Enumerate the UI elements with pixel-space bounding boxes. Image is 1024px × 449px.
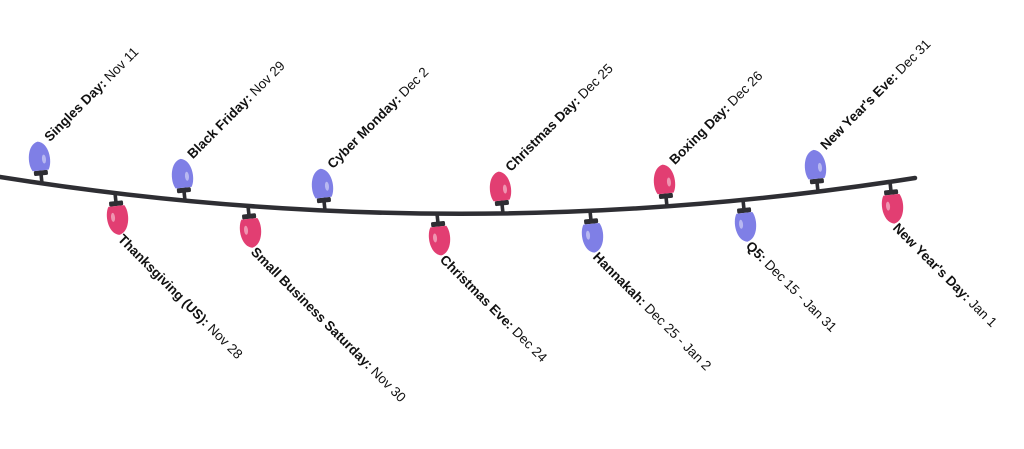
- holiday-label: Boxing Day: Dec 26: [666, 68, 765, 167]
- bulb-highlight: [324, 181, 330, 191]
- light-string-wire: [0, 174, 918, 216]
- bulb-highlight: [243, 225, 249, 235]
- bulb-socket: [884, 189, 899, 196]
- bulb-socket: [494, 199, 509, 207]
- bulb-socket: [737, 207, 752, 214]
- holiday-name: Black Friday:: [184, 91, 255, 162]
- bulb-socket: [584, 218, 599, 225]
- light-bulb-q5: [734, 199, 757, 242]
- bulb-highlight: [738, 219, 744, 229]
- holiday-name: Christmas Day:: [502, 93, 583, 174]
- light-bulb-new-year-s-eve: [804, 149, 827, 192]
- holiday-date: Nov 11: [98, 44, 141, 87]
- holiday-name: Thanksgiving (US):: [115, 231, 213, 329]
- holiday-date: Dec 26: [722, 68, 766, 112]
- bulb-icon: [581, 222, 604, 253]
- bulb-stem: [182, 191, 187, 201]
- bulb-socket: [33, 169, 48, 177]
- bulb-stem: [113, 192, 118, 203]
- holiday-name: New Year's Eve:: [817, 69, 900, 152]
- bulb-highlight: [432, 233, 438, 243]
- light-bulb-thanksgiving-us-: [106, 192, 129, 235]
- bulb-icon: [239, 218, 262, 248]
- holiday-label: Black Friday: Nov 29: [184, 58, 287, 161]
- holiday-date: Jan 1: [964, 293, 1001, 330]
- bulb-stem: [741, 199, 746, 210]
- holiday-name: Christmas Eve:: [437, 252, 517, 332]
- light-bulb-new-year-s-day: [881, 181, 904, 224]
- light-bulb-black-friday: [171, 158, 194, 201]
- bulb-icon: [734, 212, 757, 242]
- holiday-date: Dec 25: [572, 61, 616, 105]
- bulb-highlight: [41, 154, 47, 164]
- bulb-icon: [653, 164, 676, 195]
- bulb-stem: [322, 201, 327, 211]
- holiday-date: Nov 30: [366, 361, 410, 405]
- bulb-highlight: [885, 201, 891, 211]
- bulb-socket: [658, 192, 673, 200]
- bulb-stem: [664, 197, 669, 207]
- bulb-socket: [316, 197, 331, 204]
- light-bulb-hannakah: [581, 210, 604, 253]
- holiday-name: Small Business Saturday:: [248, 244, 376, 372]
- bulb-icon: [28, 141, 51, 172]
- bulb-highlight: [817, 162, 823, 172]
- holiday-label: Thanksgiving (US): Nov 28: [115, 231, 245, 361]
- bulb-highlight: [666, 177, 672, 187]
- light-bulb-cyber-monday: [311, 168, 334, 211]
- holiday-label: Christmas Day: Dec 25: [502, 61, 616, 175]
- bulb-socket: [176, 187, 191, 194]
- bulb-stem: [500, 204, 505, 214]
- holiday-name: Singles Day:: [41, 76, 109, 144]
- holiday-date: Dec 31: [890, 36, 934, 80]
- bulb-stem: [39, 174, 44, 184]
- bulb-icon: [311, 168, 334, 199]
- bulb-stem: [888, 181, 893, 191]
- holiday-date: Dec 2: [393, 64, 431, 102]
- bulb-icon: [489, 171, 512, 202]
- bulb-socket: [109, 200, 124, 207]
- light-bulb-boxing-day: [653, 164, 676, 207]
- holiday-label: Hannakah: Dec 25 - Jan 2: [590, 249, 714, 373]
- holiday-date: Dec 15 - Jan 31: [759, 254, 840, 335]
- bulb-highlight: [110, 212, 116, 222]
- holiday-label: New Year's Eve: Dec 31: [817, 36, 933, 152]
- holiday-date: Nov 29: [244, 58, 288, 102]
- bulb-stem: [815, 182, 820, 192]
- holiday-label: Cyber Monday: Dec 2: [324, 64, 431, 171]
- holiday-date: Nov 28: [202, 318, 246, 362]
- light-bulb-small-business-saturday: [239, 205, 262, 248]
- bulb-highlight: [502, 184, 508, 194]
- bulb-stem: [588, 210, 593, 220]
- holiday-name: Boxing Day:: [666, 101, 732, 167]
- holiday-label: New Year's Day: Jan 1: [890, 220, 1000, 330]
- holiday-label: Singles Day: Nov 11: [41, 44, 141, 144]
- light-bulb-singles-day: [28, 141, 51, 184]
- bulb-icon: [171, 158, 194, 189]
- bulb-highlight: [585, 230, 591, 240]
- light-bulb-christmas-eve: [428, 213, 451, 256]
- bulb-socket: [431, 221, 446, 228]
- holiday-name: New Year's Day:: [890, 220, 974, 304]
- holiday-name: Cyber Monday:: [324, 92, 404, 172]
- holiday-label: Christmas Eve: Dec 24: [437, 252, 550, 365]
- holiday-name: Hannakah:: [590, 249, 649, 308]
- bulb-stem: [246, 205, 251, 216]
- bulb-icon: [881, 193, 904, 224]
- bulb-icon: [106, 205, 129, 235]
- bulb-icon: [804, 149, 827, 180]
- bulb-icon: [428, 225, 451, 256]
- bulb-stem: [435, 213, 440, 223]
- holiday-date: Dec 25 - Jan 2: [639, 298, 714, 373]
- holiday-label: Small Business Saturday: Nov 30: [248, 244, 409, 405]
- bulb-socket: [809, 178, 824, 185]
- bulb-socket: [242, 213, 257, 220]
- bulb-highlight: [184, 171, 190, 181]
- holiday-label: Q5: Dec 15 - Jan 31: [743, 238, 840, 335]
- light-bulb-christmas-day: [489, 171, 512, 214]
- holiday-date: Dec 24: [507, 321, 551, 365]
